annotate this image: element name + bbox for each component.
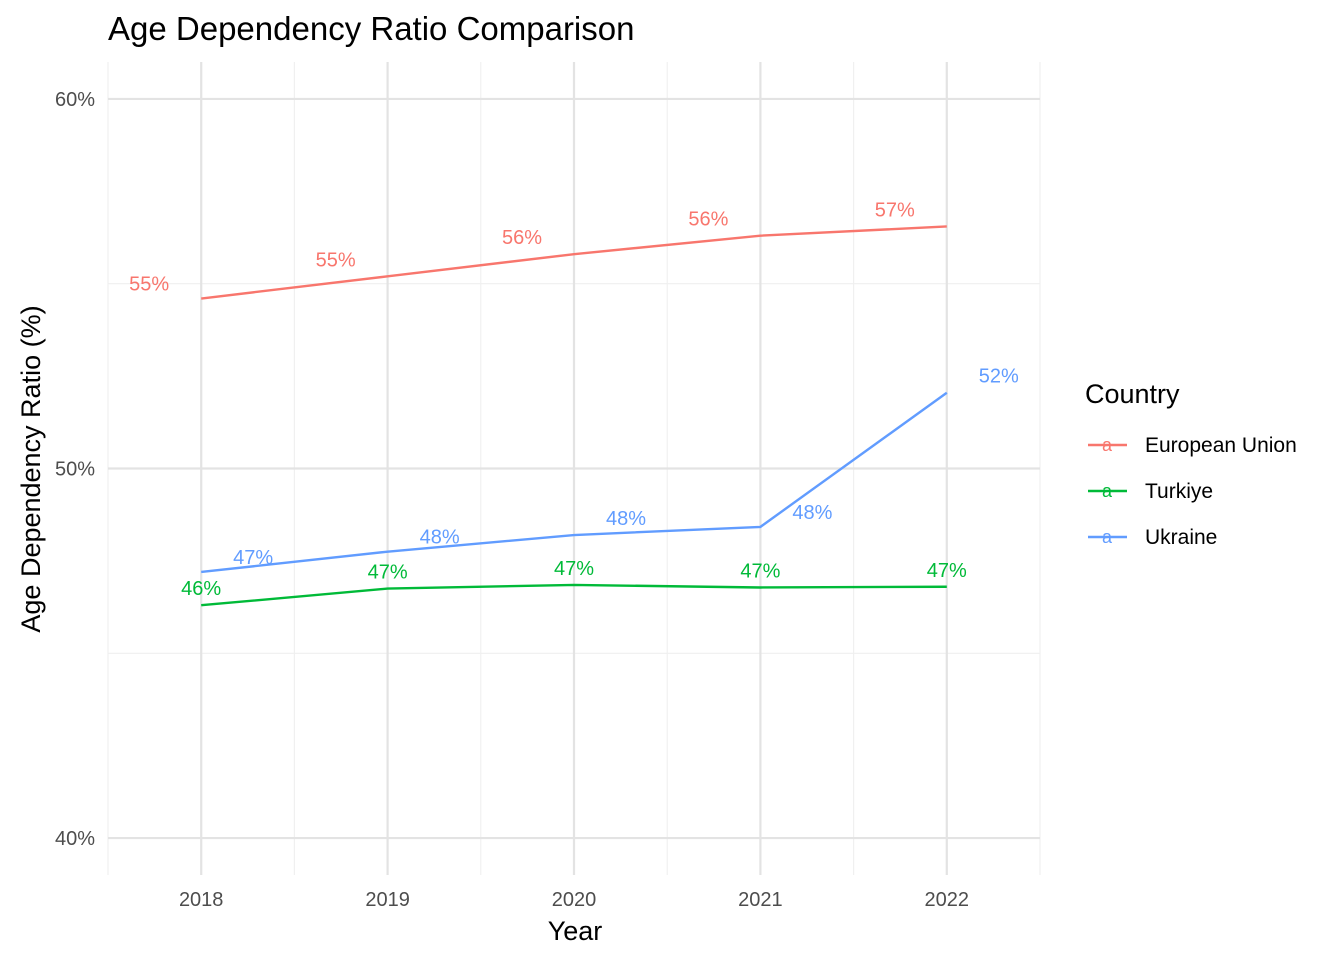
- series-lines: [201, 225, 948, 607]
- data-label: 55%: [129, 274, 169, 296]
- data-label: 52%: [979, 366, 1019, 388]
- legend-entry-label: Turkiye: [1145, 480, 1213, 503]
- data-label: 47%: [554, 558, 594, 580]
- legend-key-glyph: a: [1102, 527, 1113, 547]
- data-label: 47%: [740, 560, 780, 582]
- y-axis-title: Age Dependency Ratio (%): [16, 305, 46, 632]
- chart-title: Age Dependency Ratio Comparison: [108, 10, 634, 47]
- data-label: 46%: [181, 578, 221, 600]
- data-label: 57%: [875, 199, 915, 221]
- legend-key-glyph: a: [1102, 481, 1113, 501]
- legend-key-glyph: a: [1102, 435, 1113, 455]
- data-label: 48%: [606, 508, 646, 530]
- series-line-ukraine: [201, 391, 948, 574]
- series-line-european-union: [201, 225, 947, 300]
- data-label: 47%: [368, 562, 408, 584]
- x-tick-label: 2021: [738, 889, 783, 911]
- x-axis-title: Year: [548, 916, 603, 946]
- y-tick-label: 60%: [55, 89, 95, 111]
- y-tick-label: 50%: [55, 459, 95, 481]
- legend-entry-label: Ukraine: [1145, 526, 1217, 549]
- data-label: 47%: [233, 547, 273, 569]
- data-label: 47%: [927, 560, 967, 582]
- x-tick-label: 2022: [925, 889, 970, 911]
- series-line-turkiye: [201, 583, 947, 607]
- data-label: 48%: [420, 527, 460, 549]
- y-tick-label: 40%: [55, 828, 95, 850]
- legend-entry-label: European Union: [1145, 434, 1297, 457]
- data-labels: 55% 55% 56% 56% 57% 46% 47% 47% 47% 47% 47% 48% 48% 4…: [129, 199, 1019, 600]
- x-axis-ticks: 2018 2019 2020 2021 2022: [179, 889, 969, 911]
- grid: [107, 62, 1041, 875]
- data-label: 55%: [316, 249, 356, 271]
- data-label: 56%: [688, 209, 728, 231]
- legend-title: Country: [1085, 379, 1180, 409]
- x-tick-label: 2020: [552, 889, 597, 911]
- x-tick-label: 2018: [179, 889, 224, 911]
- data-label: 48%: [792, 502, 832, 524]
- y-axis-ticks: 40% 50% 60%: [55, 89, 95, 850]
- x-tick-label: 2019: [365, 889, 410, 911]
- legend: Country a European Union a Turkiye a Ukraine: [1085, 379, 1297, 549]
- data-label: 56%: [502, 227, 542, 249]
